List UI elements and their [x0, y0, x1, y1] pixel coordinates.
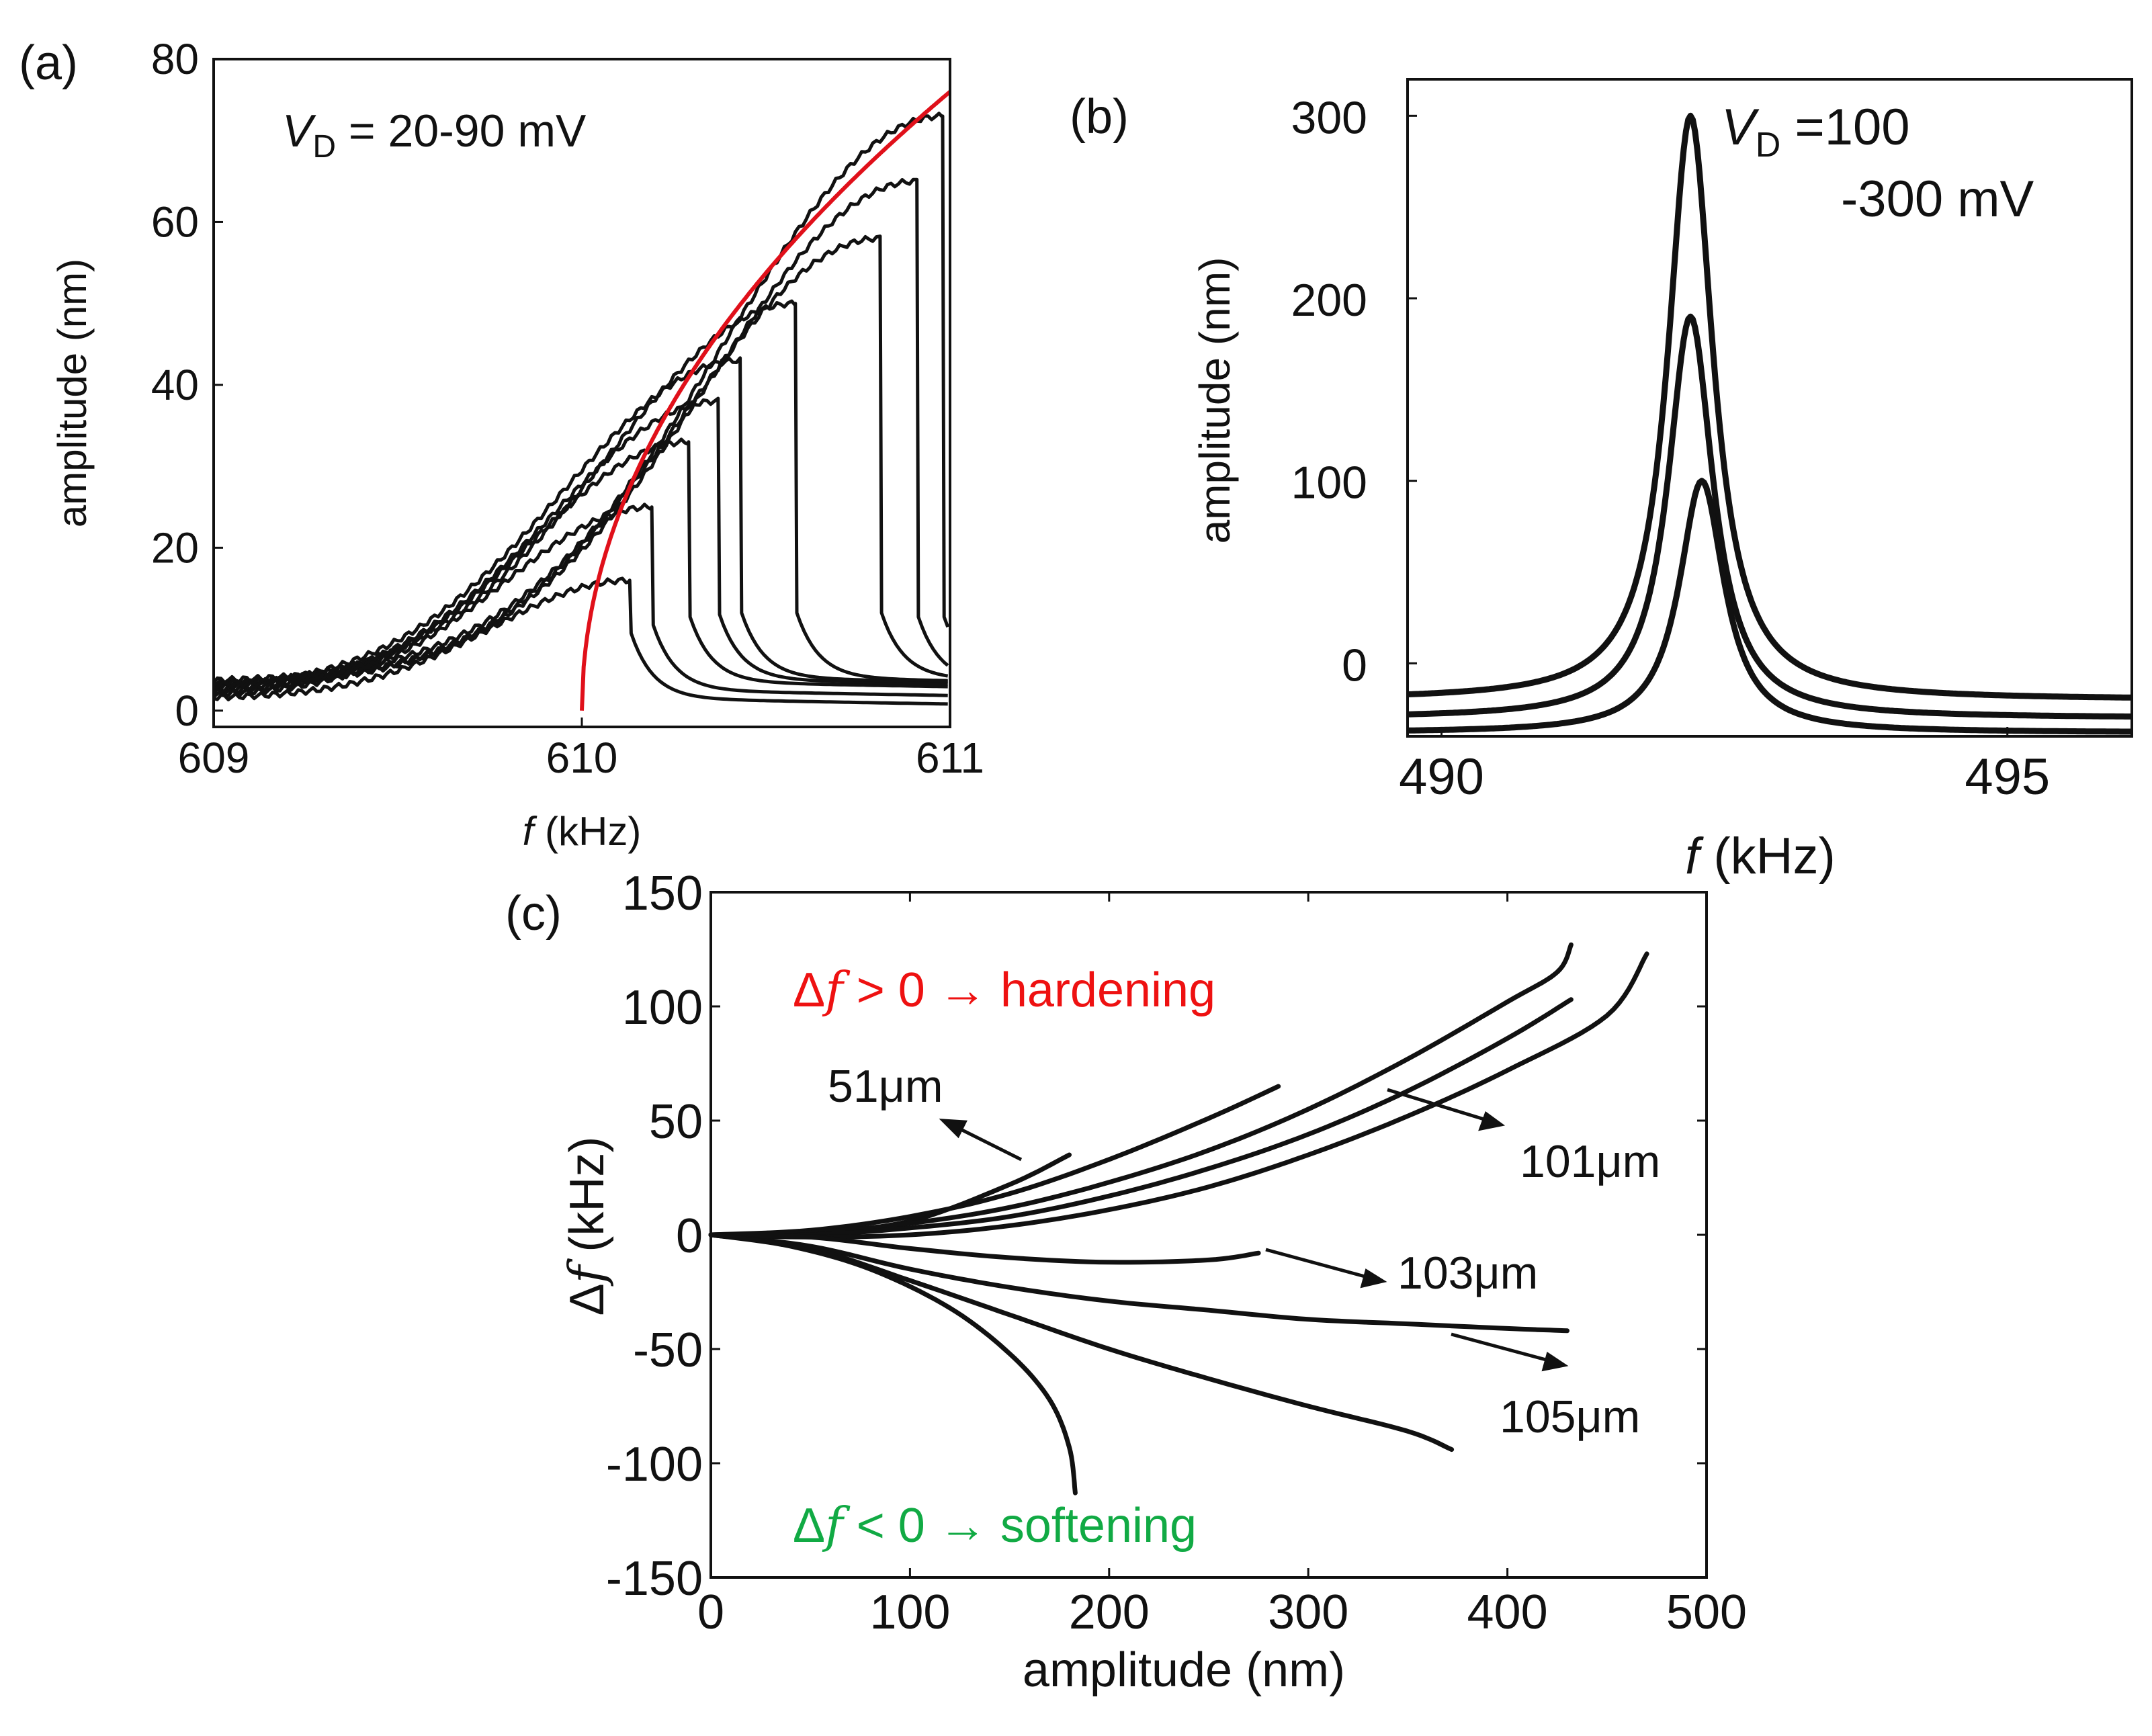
panel-a-annotation-text: = 20-90 mV: [336, 105, 587, 157]
callout-arrows: [939, 1088, 1569, 1372]
arrow-103um-head: [1360, 1268, 1387, 1289]
panel-c-series-line: [708, 1232, 1455, 1452]
panel-c-ytick-label: -50: [633, 1323, 703, 1377]
panel-a-tag: (a): [19, 36, 78, 90]
panel-b-tag: (b): [1070, 90, 1129, 144]
panel-b-series-line: [1406, 313, 2133, 720]
panel-a-axes: 609 610 611 0 20 40 60 80: [151, 35, 984, 782]
panel-a-curves: [212, 90, 951, 711]
panel-b-axes: 490 495 0 100 200 300: [1291, 92, 2051, 806]
hardening-label-prefix: Δ: [793, 963, 825, 1017]
panel-a-series-line: [212, 437, 948, 696]
panel-b-ytick-label: 0: [1342, 640, 1367, 691]
panel-c-ylabel: Δf (kHz): [558, 1137, 615, 1316]
panel-c-ytick-label: -150: [606, 1552, 703, 1606]
panel-b-annotation-var: V: [1721, 99, 1760, 156]
callout-101um: 101μm: [1520, 1136, 1660, 1187]
panel-a-annotation: VD = 20-90 mV: [282, 105, 587, 165]
panel-a-xtick-label: 611: [916, 734, 984, 782]
panel-a-ylabel: amplitude (nm): [50, 259, 95, 527]
panel-c: (c) 0 100 200 300 400 500150100500-50-100-150…: [505, 867, 1747, 1697]
panel-b-annotation-line1: VD =100: [1721, 99, 1910, 165]
panel-a-ytick-label: 80: [151, 35, 199, 83]
panel-a-ytick-label: 60: [151, 198, 199, 246]
panel-a-ytick-label: 0: [175, 687, 199, 735]
panel-b-frame: [1406, 78, 2133, 738]
panel-b-curves: [1406, 112, 2133, 735]
arrow-101um: [1387, 1088, 1494, 1124]
panel-a-annotation-sub: D: [312, 129, 336, 165]
panel-b-ytick-label: 300: [1291, 92, 1367, 143]
panel-b-annotation-text1: =100: [1780, 99, 1909, 156]
panel-c-series-line: [708, 1232, 1078, 1495]
panel-b-xtick-label: 495: [1965, 748, 2050, 806]
hardening-label: Δf > 0 → hardening: [793, 961, 1215, 1018]
panel-b-ytick-label: 200: [1291, 275, 1367, 326]
panel-b-annotation-sub: D: [1756, 126, 1781, 165]
panel-c-series-line: [708, 942, 1574, 1238]
panel-c-xtick-label: 200: [1069, 1586, 1150, 1639]
panel-c-ytick-label: 50: [649, 1095, 703, 1149]
panel-a-series-line: [212, 234, 949, 689]
panel-b-xtick-label: 490: [1399, 748, 1484, 806]
panel-c-ytick-label: 0: [676, 1209, 703, 1263]
callout-51um: 51μm: [828, 1061, 943, 1112]
panel-c-tag: (c): [505, 887, 562, 941]
panel-b-series-line: [1406, 478, 2133, 735]
panel-b-xlabel-unit: (kHz): [1699, 828, 1836, 885]
callout-103um: 103μm: [1397, 1248, 1538, 1299]
panel-a-series-line: [212, 112, 950, 685]
panel-a-series-line: [212, 356, 948, 691]
arrow-101um-head: [1478, 1111, 1506, 1131]
callout-105um: 105μm: [1500, 1391, 1640, 1442]
panel-b: (b) 490 495 0 100 200 300 VD =100 -300 mV f (…: [1070, 78, 2133, 885]
panel-c-series-line: [708, 1232, 1261, 1265]
softening-label: Δf < 0 → softening: [793, 1497, 1197, 1553]
panel-c-xlabel: amplitude (nm): [1023, 1643, 1345, 1697]
panel-c-curves: [708, 942, 1649, 1495]
panel-c-ylabel-prefix: Δ: [560, 1283, 614, 1315]
panel-c-series-line: [708, 951, 1649, 1240]
arrow-51um-head: [939, 1119, 967, 1139]
panel-a-series-line: [213, 576, 948, 706]
panel-c-ytick-label: 100: [622, 981, 703, 1035]
panel-a-ytick-label: 20: [151, 523, 199, 572]
panel-c-series-line: [708, 1232, 1569, 1334]
panel-a-xlabel-unit: (kHz): [533, 809, 641, 854]
panel-a-xlabel-var: f: [523, 809, 537, 854]
panel-b-ylabel: amplitude (nm): [1191, 257, 1239, 544]
panel-c-xtick-label: 300: [1268, 1586, 1348, 1639]
panel-a-annotation-var: V: [282, 105, 316, 157]
panel-a-xlabel: f (kHz): [523, 809, 642, 854]
panel-c-xtick-label: 0: [697, 1586, 724, 1639]
panel-b-annotation-line2: -300 mV: [1841, 171, 2034, 228]
panel-c-series-line: [708, 997, 1574, 1238]
arrow-105um: [1451, 1332, 1557, 1364]
panel-a-backbone-curve: [580, 90, 951, 711]
panel-a-xtick-label: 609: [178, 734, 250, 782]
panel-b-ytick-label: 100: [1291, 458, 1367, 509]
arrow-103um: [1265, 1248, 1375, 1281]
panel-c-ylabel-unit: (kHz): [560, 1137, 614, 1266]
hardening-label-text: > 0 → hardening: [843, 963, 1215, 1017]
panel-a: (a) 609 610 611 0 20 40 60 80 VD = 20-90 mV f (…: [19, 35, 984, 854]
panel-c-ytick-label: -100: [606, 1438, 703, 1491]
panel-a-ytick-label: 40: [151, 361, 199, 409]
panel-a-series-line: [212, 177, 949, 687]
panel-b-series-line: [1406, 112, 2133, 701]
panel-a-series-line: [212, 299, 948, 689]
softening-label-prefix: Δ: [793, 1499, 825, 1553]
panel-a-xtick-label: 610: [546, 734, 618, 782]
panel-b-xlabel: f (kHz): [1685, 828, 1836, 885]
panel-c-xtick-label: 500: [1666, 1586, 1747, 1639]
softening-label-text: < 0 → softening: [843, 1499, 1197, 1553]
panel-c-xtick-label: 400: [1467, 1586, 1548, 1639]
panel-c-xtick-label: 100: [869, 1586, 950, 1639]
arrow-105um-head: [1541, 1351, 1569, 1372]
panel-c-ytick-label: 150: [622, 867, 703, 920]
